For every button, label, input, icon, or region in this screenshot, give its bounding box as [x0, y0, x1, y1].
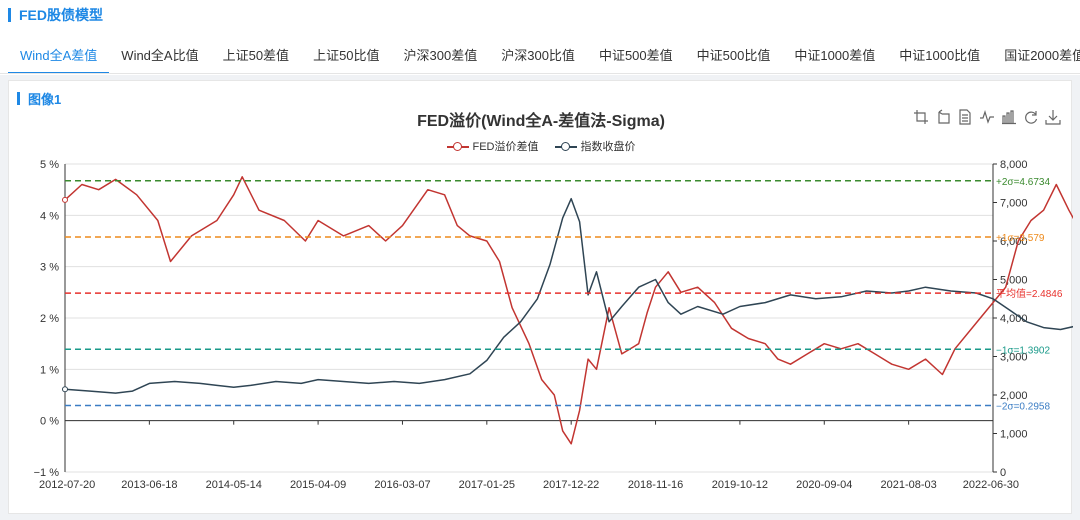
y-right-tick-label: 0: [1000, 467, 1006, 479]
reference-line-label: −1σ=1.3902: [996, 345, 1050, 356]
tab-csi500-ratio[interactable]: 中证500比值: [696, 48, 771, 63]
tab-divider: [0, 73, 1080, 74]
x-tick-label: 2021-08-03: [880, 479, 936, 491]
line-chart-icon[interactable]: [979, 109, 995, 125]
y-left-tick-label: 1 %: [40, 364, 59, 376]
y-left-tick-label: 4 %: [40, 210, 59, 222]
tab-csi500-diff[interactable]: 中证500差值: [598, 48, 673, 63]
y-left-tick-label: 0 %: [40, 416, 59, 428]
legend-item-index[interactable]: 指数收盘价: [554, 138, 636, 154]
index-start-marker: [62, 386, 68, 393]
x-tick-label: 2022-06-30: [963, 479, 1019, 491]
legend-index-marker: [554, 141, 577, 151]
chart-svg: −1 % 0 % 1 % 2 % 3 % 4 % 5 % 0 1,000 2,000 3,000 4,…: [34, 159, 1073, 491]
y-right-tick-label: 8,000: [1000, 159, 1028, 171]
y-right-tick-label: 2,000: [1000, 390, 1028, 402]
tab-hs300-diff[interactable]: 沪深300差值: [403, 48, 478, 63]
zoom-icon[interactable]: [913, 109, 929, 125]
y-left-tick-label: 3 %: [40, 262, 59, 274]
reference-line-label: −2σ=0.2958: [996, 401, 1050, 412]
y-right-tick-label: 6,000: [1000, 236, 1028, 248]
data-view-icon[interactable]: [957, 109, 973, 125]
save-icon[interactable]: [1045, 109, 1061, 125]
page-title-text: FED股债模型: [19, 7, 103, 23]
bar-chart-icon[interactable]: [1001, 109, 1017, 125]
x-tick-label: 2018-11-16: [628, 479, 683, 491]
x-tick-label: 2012-07-20: [39, 479, 95, 491]
reference-line-label: +1σ=3.579: [996, 233, 1045, 244]
y-left-tick-label: 5 %: [40, 159, 59, 171]
x-tick-label: 2020-09-04: [796, 479, 852, 491]
tab-bar: Wind全A差值 Wind全A比值 上证50差值 上证50比值 沪深300差值 …: [8, 38, 1080, 74]
index-close-line: [64, 197, 1073, 394]
y-left-tick-label: −1 %: [34, 467, 60, 479]
panel-title-text: 图像1: [28, 92, 62, 107]
y-right-tick-label: 3,000: [1000, 352, 1028, 364]
x-tick-label: 2013-06-18: [121, 479, 177, 491]
legend-fed-label: FED溢价差值: [472, 141, 539, 153]
y-left-tick-label: 2 %: [40, 313, 59, 325]
panel-accent-bar: [17, 92, 20, 105]
tab-cni2000-diff[interactable]: 国证2000差值: [1004, 48, 1080, 63]
y-right-tick-label: 4,000: [1000, 313, 1028, 325]
legend-item-fed[interactable]: FED溢价差值: [446, 138, 539, 154]
tab-csi1000-diff[interactable]: 中证1000差值: [794, 48, 876, 63]
fed-start-marker: [62, 196, 68, 203]
x-tick-label: 2015-04-09: [290, 479, 346, 491]
chart-legend: FED溢价差值 指数收盘价: [9, 138, 1073, 154]
chart-toolbox: [913, 109, 1061, 125]
tab-sse50-ratio[interactable]: 上证50比值: [313, 48, 380, 63]
restore-icon[interactable]: [1023, 109, 1039, 125]
legend-fed-marker: [446, 141, 469, 151]
reference-line-label: 平均值=2.4846: [996, 287, 1063, 300]
chart-panel: 图像1 −1 % 0 % 1 % 2 % 3 % 4 % 5 % 0 1,000 2,000 3,0…: [8, 80, 1073, 514]
tab-hs300-ratio[interactable]: 沪深300比值: [501, 48, 575, 63]
zoom-reset-icon[interactable]: [935, 109, 951, 125]
chart-title: FED溢价(Wind全A-差值法-Sigma): [417, 113, 665, 130]
x-tick-label: 2017-01-25: [459, 479, 515, 491]
fed-premium-line: [64, 176, 1073, 445]
tab-csi1000-ratio[interactable]: 中证1000比值: [899, 48, 981, 63]
y-right-tick-label: 5,000: [1000, 275, 1028, 287]
y-right-tick-label: 1,000: [1000, 429, 1028, 441]
reference-line-label: +2σ=4.6734: [996, 177, 1050, 188]
x-tick-label: 2019-10-12: [712, 479, 768, 491]
panel-title: 图像1: [17, 89, 61, 108]
page-title: FED股债模型: [8, 6, 103, 24]
legend-index-label: 指数收盘价: [580, 141, 636, 153]
header-area: FED股债模型 Wind全A差值 Wind全A比值 上证50差值 上证50比值 …: [0, 0, 1080, 75]
title-accent-bar: [8, 8, 11, 22]
x-tick-label: 2016-03-07: [374, 479, 430, 491]
tab-wind-a-ratio[interactable]: Wind全A比值: [121, 48, 199, 63]
x-tick-label: 2014-05-14: [206, 479, 262, 491]
tab-wind-a-diff[interactable]: Wind全A差值: [8, 38, 110, 74]
x-tick-label: 2017-12-22: [543, 479, 599, 491]
y-right-tick-label: 7,000: [1000, 198, 1028, 210]
tab-sse50-diff[interactable]: 上证50差值: [222, 48, 290, 63]
